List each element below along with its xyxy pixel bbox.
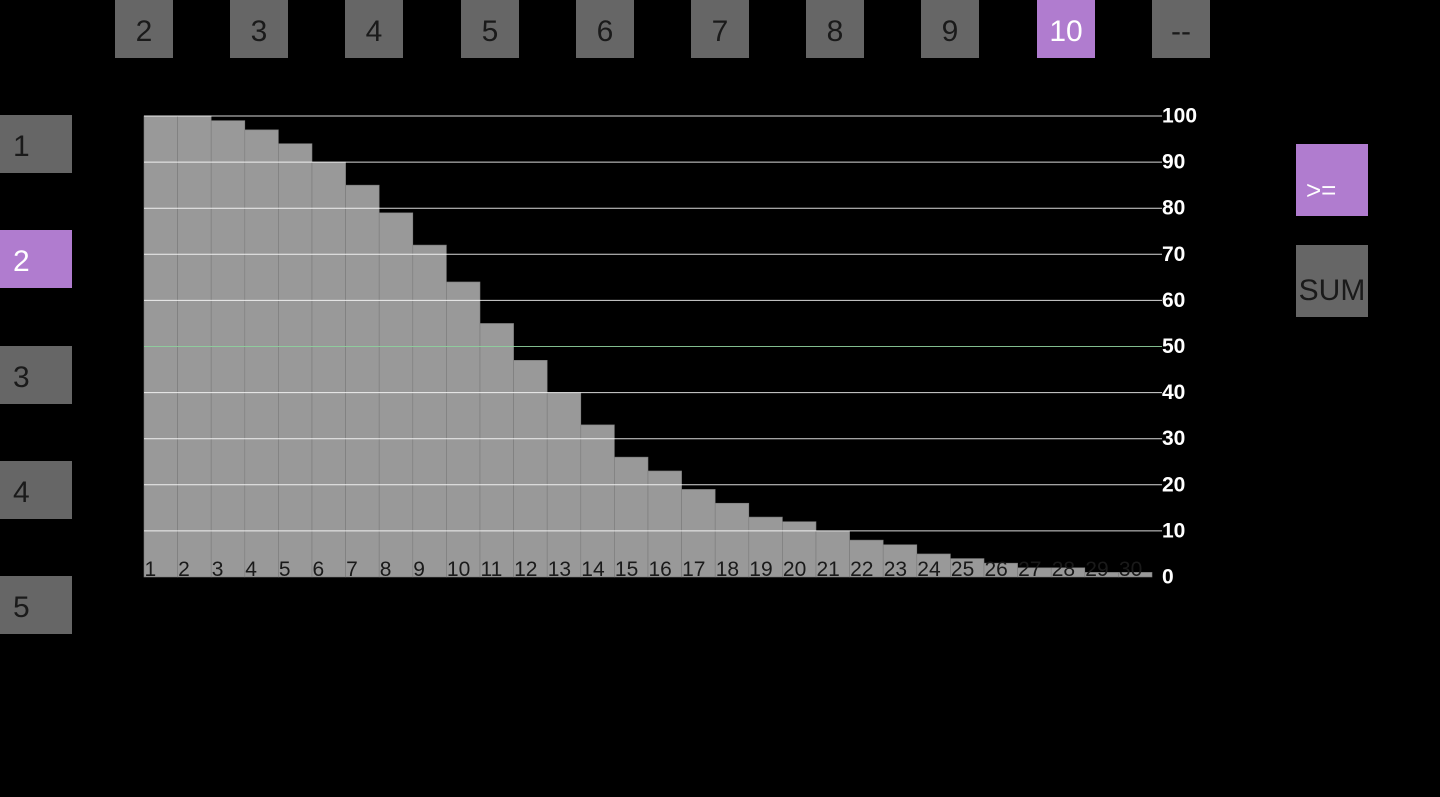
side-button-2[interactable]: 2 [0, 230, 72, 288]
x-tick-label: 3 [212, 558, 224, 581]
x-tick-label: 13 [548, 558, 571, 581]
top-button-6[interactable]: 6 [576, 0, 634, 58]
y-tick-label: 70 [1162, 243, 1185, 266]
gridline-group [144, 115, 1162, 532]
greater-equal-button[interactable]: >= [1296, 144, 1368, 216]
bar-11 [479, 323, 514, 578]
bar-9 [412, 244, 447, 578]
x-tick-label: 27 [1018, 558, 1041, 581]
bar-4 [244, 129, 279, 578]
x-tick-label: 17 [682, 558, 705, 581]
bar-30 [1118, 572, 1153, 578]
x-tick-label: 12 [514, 558, 537, 581]
x-tick-label: 11 [481, 558, 503, 581]
x-tick-label: 1 [145, 558, 157, 581]
x-tick-label: 19 [749, 558, 772, 581]
y-tick-label: 90 [1162, 151, 1185, 174]
bar-12 [513, 360, 548, 578]
top-button-4[interactable]: 4 [345, 0, 403, 58]
x-tick-label: 25 [951, 558, 974, 581]
y-tick-label: 60 [1162, 289, 1185, 312]
sum-button[interactable]: SUM [1296, 245, 1368, 317]
y-tick-label: 0 [1162, 566, 1174, 589]
y-tick-label: 40 [1162, 381, 1185, 404]
y-tick-label: 30 [1162, 427, 1185, 450]
x-tick-label: 28 [1052, 558, 1075, 581]
x-tick-label: 2 [178, 558, 190, 581]
x-tick-labels: 1 2 3 4 5 6 7 8 9 10 11 12 13 14 15 16 17 18 19 20 21 22 23 24 2… [145, 558, 1143, 581]
x-tick-label: 21 [817, 558, 840, 581]
bar-8 [378, 212, 414, 578]
bar-5 [278, 143, 313, 578]
top-button-5[interactable]: 5 [461, 0, 519, 58]
x-tick-label: 5 [279, 558, 291, 581]
bar-7 [345, 184, 380, 578]
x-tick-label: 23 [884, 558, 907, 581]
side-button-3[interactable]: 3 [0, 346, 72, 404]
y-tick-label: 80 [1162, 197, 1185, 220]
x-tick-label: 10 [447, 558, 470, 581]
bar-3 [210, 120, 246, 578]
y-tick-label: 50 [1162, 335, 1185, 358]
x-tick-label: 30 [1119, 558, 1142, 581]
side-button-4[interactable]: 4 [0, 461, 72, 519]
bar-15 [614, 456, 649, 578]
x-tick-label: 7 [346, 558, 358, 581]
x-tick-label: 14 [581, 558, 605, 581]
x-tick-label: 9 [413, 558, 425, 581]
top-button-2[interactable]: 2 [115, 0, 173, 58]
x-tick-label: 29 [1085, 558, 1108, 581]
x-tick-label: 8 [380, 558, 392, 581]
top-button-9[interactable]: 9 [921, 0, 979, 58]
side-button-5[interactable]: 5 [0, 576, 72, 634]
y-tick-label: 20 [1162, 473, 1185, 496]
y-tick-labels: 0 10 20 30 40 50 60 70 80 90 100 [1162, 105, 1197, 589]
bar-16 [647, 470, 682, 578]
x-tick-label: 24 [917, 558, 941, 581]
bar-10 [446, 281, 481, 578]
y-tick-label: 100 [1162, 105, 1197, 128]
bar-17 [681, 489, 716, 578]
x-tick-label: 22 [850, 558, 873, 581]
top-button-3[interactable]: 3 [230, 0, 288, 58]
top-button-10[interactable]: 10 [1037, 0, 1095, 58]
y-tick-label: 10 [1162, 519, 1185, 542]
top-button-8[interactable]: 8 [806, 0, 864, 58]
x-tick-label: 18 [716, 558, 739, 581]
bar-6 [311, 161, 346, 578]
x-tick-label: 20 [783, 558, 806, 581]
x-tick-label: 26 [985, 558, 1008, 581]
x-tick-label: 15 [615, 558, 638, 581]
bar-21 [815, 530, 850, 578]
x-tick-label: 6 [313, 558, 325, 581]
x-tick-label: 16 [649, 558, 672, 581]
side-button-1[interactable]: 1 [0, 115, 72, 173]
bar-14 [580, 424, 615, 578]
bar-19 [748, 516, 783, 578]
bar-18 [714, 502, 750, 578]
x-tick-label: 4 [245, 558, 257, 581]
top-button-7[interactable]: 7 [691, 0, 749, 58]
top-button-none[interactable]: -- [1152, 0, 1210, 58]
